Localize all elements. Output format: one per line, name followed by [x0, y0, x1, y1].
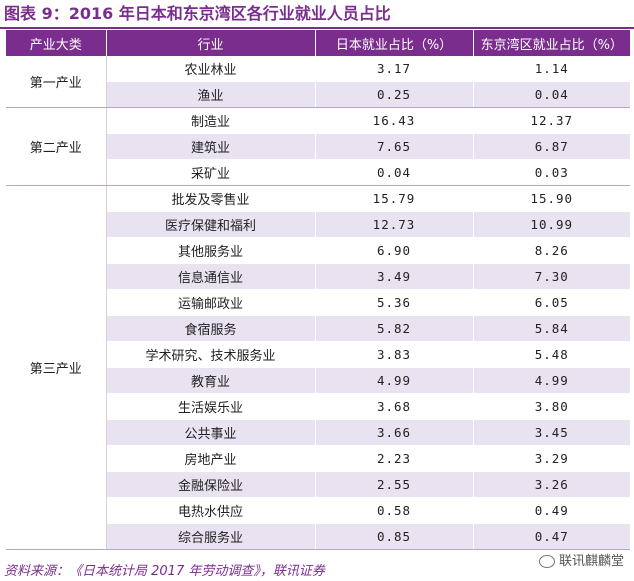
- table-row: 第一产业 农业林业 3.17 1.14: [6, 56, 630, 108]
- japan-share-cell: 3.68: [315, 393, 474, 420]
- table-row: 渔业 0.25 0.04: [6, 81, 630, 108]
- table-row: 综合服务业 0.85 0.47: [6, 523, 630, 550]
- wechat-icon: [538, 555, 555, 568]
- industry-cell: 食宿服务: [106, 315, 316, 342]
- industry-cell: 建筑业: [106, 133, 316, 160]
- industry-cell: 制造业: [106, 107, 316, 134]
- japan-share-cell: 0.04: [315, 159, 474, 186]
- tokyo-share-cell: 8.26: [473, 237, 630, 264]
- table-row: 运输邮政业 5.36 6.05: [6, 289, 630, 316]
- japan-share-cell: 12.73: [315, 211, 474, 238]
- japan-share-cell: 3.83: [315, 341, 474, 368]
- industry-cell: 电热水供应: [106, 497, 316, 524]
- tokyo-share-cell: 6.87: [473, 133, 630, 160]
- japan-share-cell: 6.90: [315, 237, 474, 264]
- table-row: 金融保险业 2.55 3.26: [6, 471, 630, 498]
- category-cell: 第三产业: [6, 185, 107, 550]
- tokyo-share-cell: 0.49: [473, 497, 630, 524]
- employment-table: 产业大类 行业 日本就业占比（%） 东京湾区就业占比（%） 第一产业 农业林业 3.…: [6, 30, 630, 550]
- tokyo-share-cell: 0.03: [473, 159, 630, 186]
- table-row: 生活娱乐业 3.68 3.80: [6, 393, 630, 420]
- table-row: 电热水供应 0.58 0.49: [6, 497, 630, 524]
- tokyo-share-cell: 10.99: [473, 211, 630, 238]
- industry-cell: 金融保险业: [106, 471, 316, 498]
- header-tokyo-share: 东京湾区就业占比（%）: [473, 30, 630, 56]
- header-industry: 行业: [106, 30, 316, 56]
- category-cell: 第一产业: [6, 56, 107, 108]
- tokyo-share-cell: 5.84: [473, 315, 630, 342]
- table-body: 第一产业 农业林业 3.17 1.14 渔业 0.25 0.04 第二产业 制造业 16.43 12…: [6, 56, 630, 550]
- header-category: 产业大类: [6, 30, 107, 56]
- japan-share-cell: 0.85: [315, 523, 474, 550]
- tokyo-share-cell: 0.47: [473, 523, 630, 550]
- industry-cell: 房地产业: [106, 445, 316, 472]
- table-row: 第三产业 批发及零售业 15.79 15.90: [6, 185, 630, 550]
- tokyo-share-cell: 5.48: [473, 341, 630, 368]
- japan-share-cell: 16.43: [315, 107, 474, 134]
- table-row: 教育业 4.99 4.99: [6, 367, 630, 394]
- tokyo-share-cell: 12.37: [473, 107, 630, 134]
- japan-share-cell: 5.36: [315, 289, 474, 316]
- japan-share-cell: 3.17: [315, 56, 474, 82]
- source-note: 资料来源：《日本统计局 2017 年劳动调查》，联讯证券: [4, 564, 325, 579]
- watermark-text: 联讯麒麟堂: [558, 554, 624, 569]
- japan-share-cell: 4.99: [315, 367, 474, 394]
- japan-share-cell: 3.66: [315, 419, 474, 446]
- industry-cell: 农业林业: [106, 56, 316, 82]
- industry-cell: 采矿业: [106, 159, 316, 186]
- table-row: 食宿服务 5.82 5.84: [6, 315, 630, 342]
- japan-share-cell: 7.65: [315, 133, 474, 160]
- table-row: 其他服务业 6.90 8.26: [6, 237, 630, 264]
- industry-cell: 批发及零售业: [106, 185, 316, 212]
- industry-cell: 医疗保健和福利: [106, 211, 316, 238]
- industry-cell: 学术研究、技术服务业: [106, 341, 316, 368]
- japan-share-cell: 2.23: [315, 445, 474, 472]
- industry-cell: 公共事业: [106, 419, 316, 446]
- watermark: 联讯麒麟堂: [538, 550, 624, 569]
- table-row: 医疗保健和福利 12.73 10.99: [6, 211, 630, 238]
- figure-title: 图表 9：2016 年日本和东京湾区各行业就业人员占比: [4, 4, 391, 23]
- tokyo-share-cell: 3.26: [473, 471, 630, 498]
- tokyo-share-cell: 6.05: [473, 289, 630, 316]
- tokyo-share-cell: 3.45: [473, 419, 630, 446]
- japan-share-cell: 15.79: [315, 185, 474, 212]
- industry-cell: 信息通信业: [106, 263, 316, 290]
- tokyo-share-cell: 3.29: [473, 445, 630, 472]
- japan-share-cell: 0.25: [315, 81, 474, 108]
- industry-cell: 其他服务业: [106, 237, 316, 264]
- japan-share-cell: 2.55: [315, 471, 474, 498]
- tokyo-share-cell: 4.99: [473, 367, 630, 394]
- industry-cell: 综合服务业: [106, 523, 316, 550]
- tokyo-share-cell: 15.90: [473, 185, 630, 212]
- industry-cell: 运输邮政业: [106, 289, 316, 316]
- table-row: 学术研究、技术服务业 3.83 5.48: [6, 341, 630, 368]
- japan-share-cell: 5.82: [315, 315, 474, 342]
- tokyo-share-cell: 1.14: [473, 56, 630, 82]
- title-divider: [0, 27, 634, 29]
- header-japan-share: 日本就业占比（%）: [315, 30, 474, 56]
- table-row: 公共事业 3.66 3.45: [6, 419, 630, 446]
- japan-share-cell: 3.49: [315, 263, 474, 290]
- table-row: 采矿业 0.04 0.03: [6, 159, 630, 186]
- industry-cell: 教育业: [106, 367, 316, 394]
- industry-cell: 生活娱乐业: [106, 393, 316, 420]
- tokyo-share-cell: 7.30: [473, 263, 630, 290]
- table-row: 建筑业 7.65 6.87: [6, 133, 630, 160]
- japan-share-cell: 0.58: [315, 497, 474, 524]
- tokyo-share-cell: 3.80: [473, 393, 630, 420]
- industry-cell: 渔业: [106, 81, 316, 108]
- table-row: 房地产业 2.23 3.29: [6, 445, 630, 472]
- table-row: 第二产业 制造业 16.43 12.37: [6, 107, 630, 186]
- tokyo-share-cell: 0.04: [473, 81, 630, 108]
- table-row: 信息通信业 3.49 7.30: [6, 263, 630, 290]
- table-header-row: 产业大类 行业 日本就业占比（%） 东京湾区就业占比（%）: [6, 30, 630, 56]
- category-cell: 第二产业: [6, 107, 107, 186]
